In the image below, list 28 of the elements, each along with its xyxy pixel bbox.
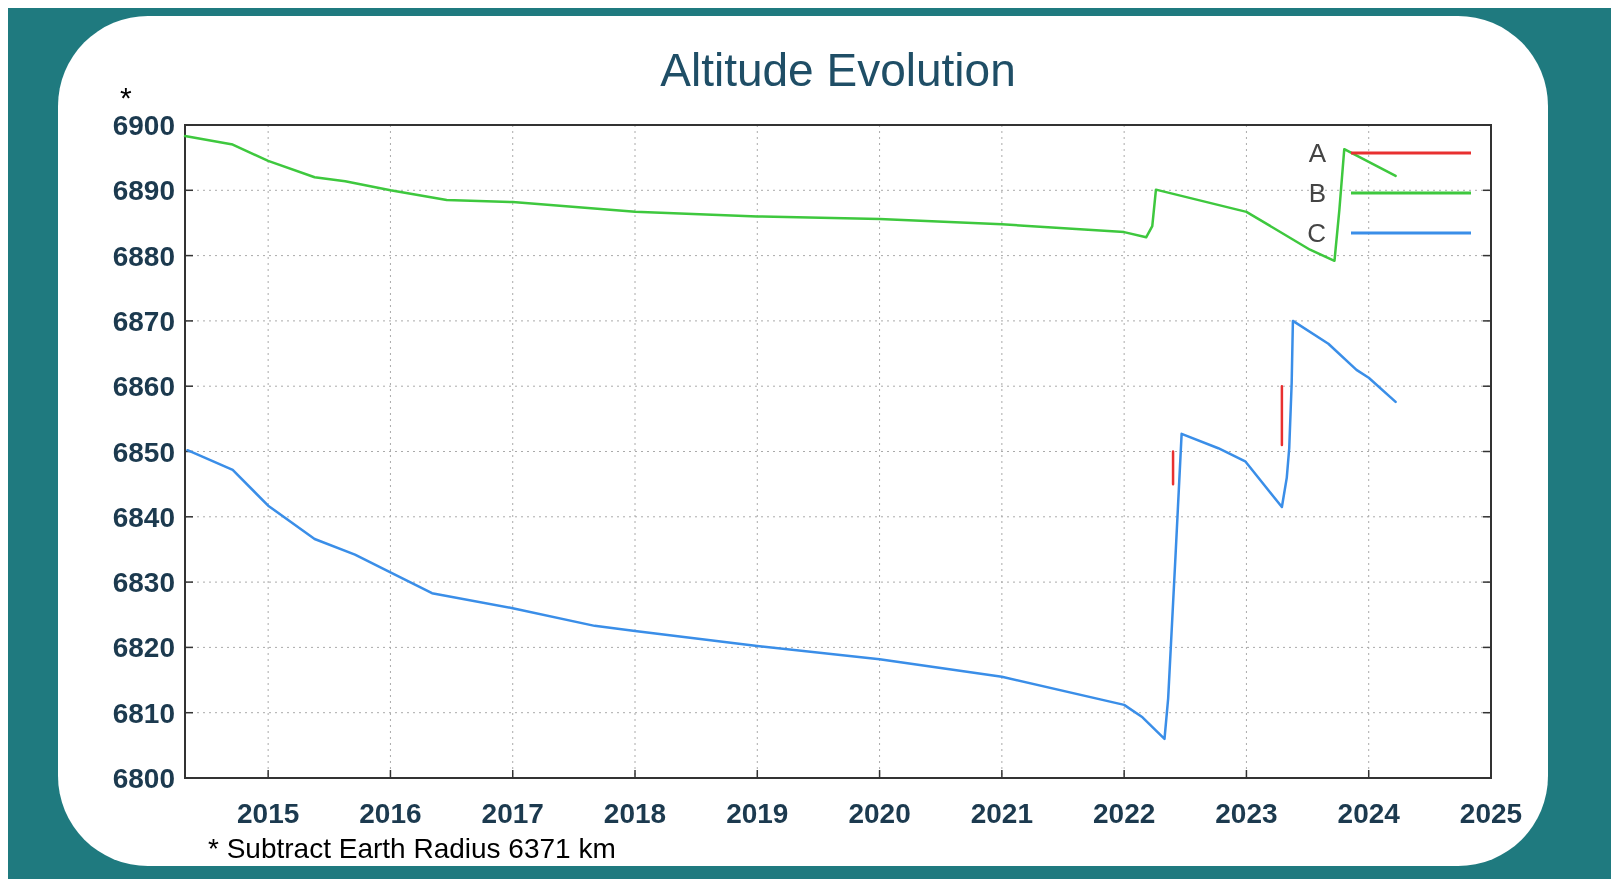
x-tick-label: 2018: [603, 798, 667, 829]
y-tick-label: 6810: [112, 697, 175, 729]
y-tick-label: 6830: [112, 567, 175, 599]
line-series: [186, 319, 1397, 741]
chart-title: Altitude Evolution: [660, 44, 1016, 96]
x-tick-label: 2022: [1093, 798, 1156, 829]
y-tick-label: 6850: [112, 436, 175, 468]
y-tick-label: 6880: [112, 240, 175, 272]
x-tick-label: 2025: [1459, 798, 1523, 829]
y-tick-label: 6820: [112, 632, 175, 664]
legend-label: C: [1307, 218, 1326, 248]
x-tick-label: 2023: [1215, 798, 1278, 829]
x-tick-label: 2017: [481, 798, 544, 829]
y-tick-label: 6840: [112, 501, 175, 533]
x-tick-label: 2024: [1337, 798, 1401, 829]
x-tick-label: 2020: [848, 798, 911, 829]
y-tick-label: 6870: [112, 305, 175, 337]
text: * Subtract Earth Radius 6371 km: [208, 833, 616, 864]
line-series: [183, 134, 1397, 263]
legend-label: A: [1308, 138, 1327, 168]
x-tick-label: 2019: [726, 798, 789, 829]
y-tick-label: 6890: [112, 175, 175, 207]
y-tick-label: 6800: [112, 763, 175, 794]
x-tick-label: 2015: [237, 798, 300, 829]
x-tick-label: 2021: [970, 798, 1034, 829]
legend-label: B: [1308, 178, 1326, 208]
y-tick-label: 6860: [112, 371, 175, 403]
x-tick-label: 2016: [359, 798, 422, 829]
